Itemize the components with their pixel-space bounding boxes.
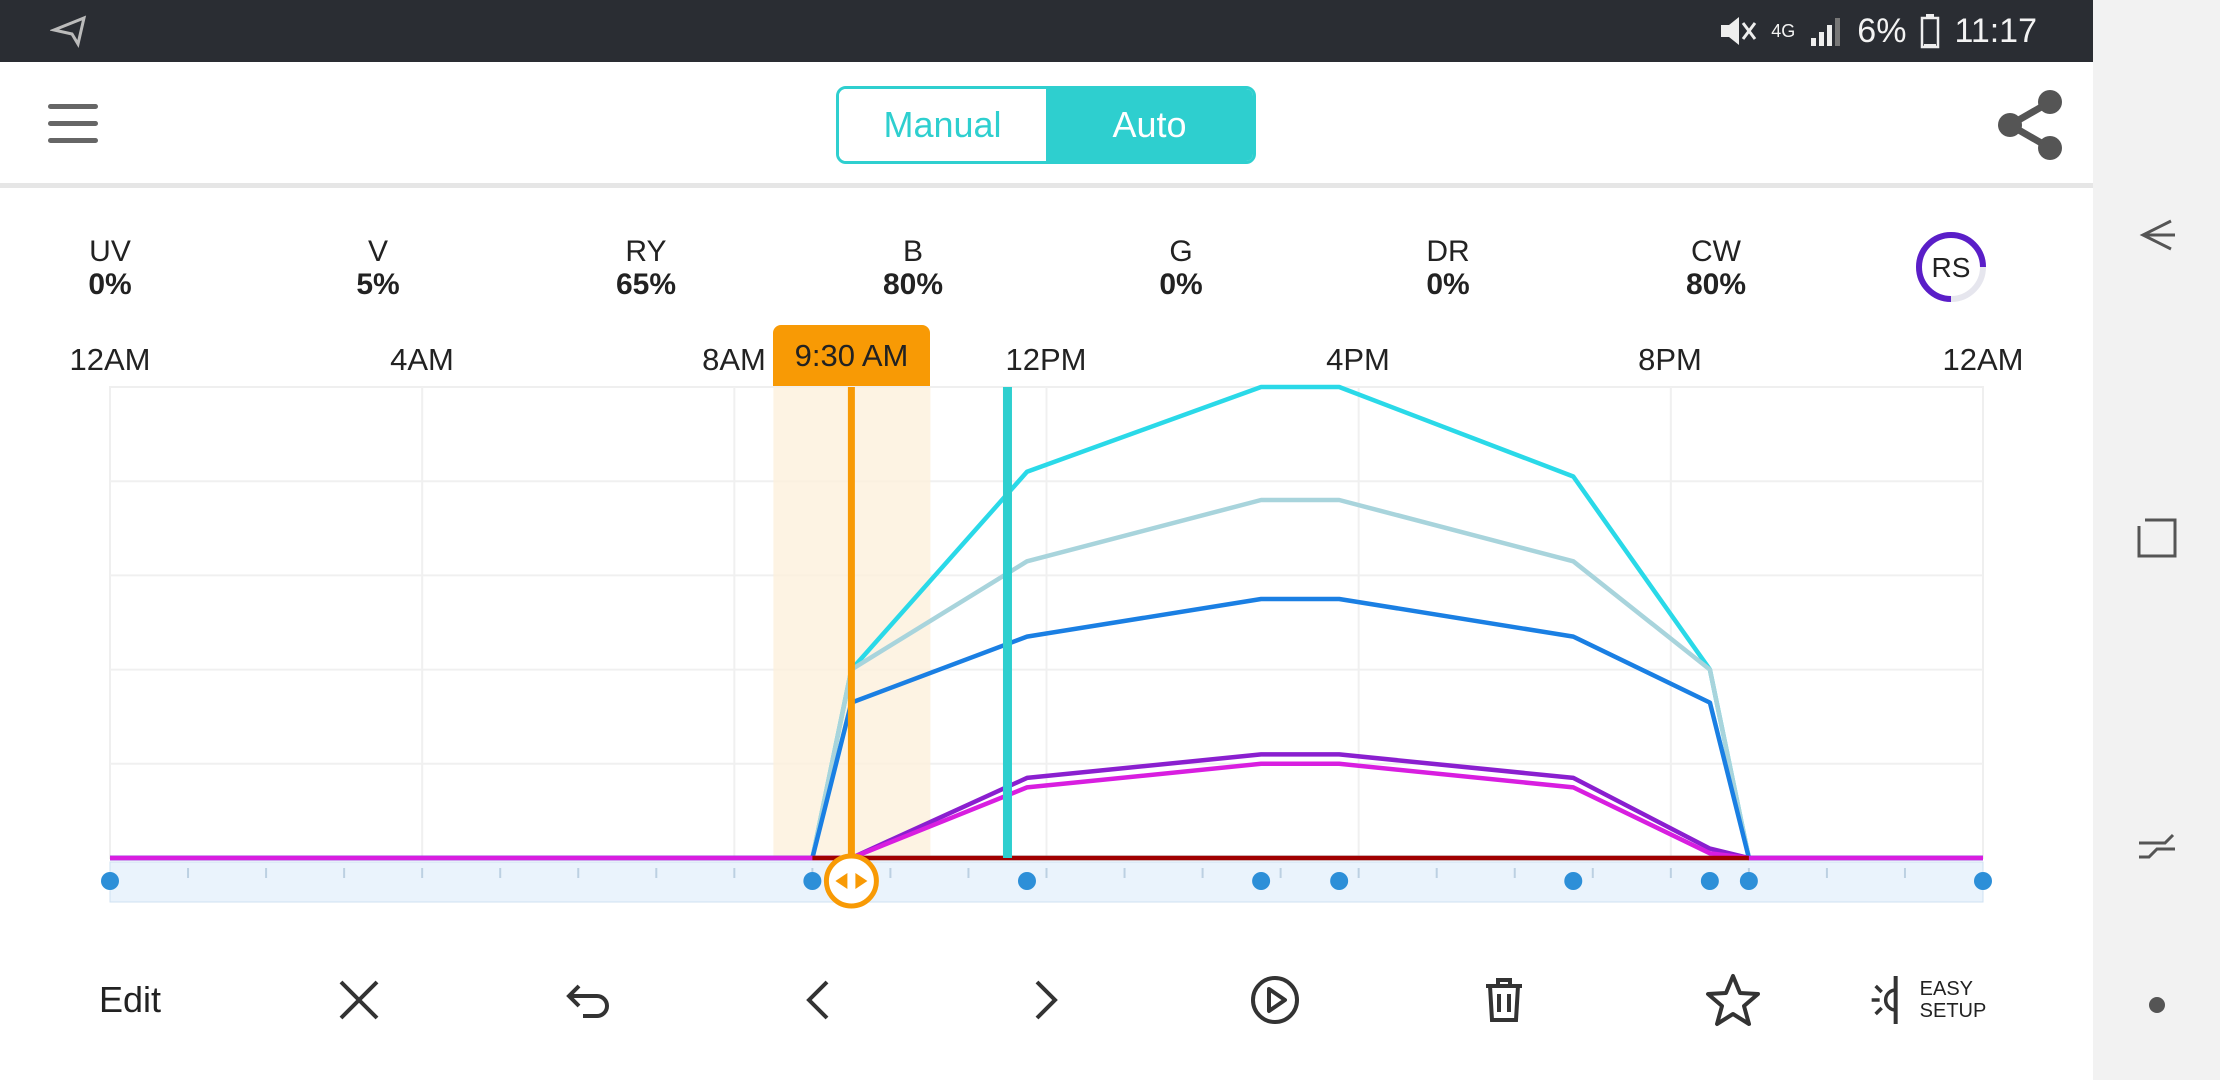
trash-icon bbox=[1486, 978, 1522, 1022]
series-layer bbox=[110, 384, 1983, 861]
lighting-schedule-chart bbox=[101, 384, 1992, 909]
network-type: 4G bbox=[1771, 21, 1796, 41]
battery-percent: 6% bbox=[1857, 11, 1907, 50]
channel-g[interactable]: G 0% bbox=[1111, 236, 1251, 302]
close-icon bbox=[339, 980, 379, 1020]
signal-icon bbox=[1811, 18, 1841, 46]
status-bar: 4G 6% 11:17 bbox=[0, 0, 2093, 62]
keyframe-dot[interactable] bbox=[1700, 872, 1719, 890]
time-label-12pm: 12PM bbox=[1005, 342, 1087, 377]
channel-name: CW bbox=[1691, 235, 1741, 268]
home-lines-icon bbox=[2138, 833, 2175, 859]
channel-value: 65% bbox=[615, 268, 677, 301]
manual-mode-button[interactable]: Manual bbox=[839, 89, 1046, 161]
keyframe-dot[interactable] bbox=[101, 872, 119, 890]
system-recents-button[interactable] bbox=[2093, 488, 2220, 588]
channel-name: UV bbox=[89, 235, 131, 268]
channel-dr[interactable]: DR 0% bbox=[1378, 236, 1518, 302]
channel-value: 80% bbox=[1685, 268, 1747, 301]
back-arrow-icon bbox=[2139, 219, 2175, 251]
system-assist-button[interactable] bbox=[2093, 955, 2220, 1055]
favorite-button[interactable] bbox=[1705, 950, 1761, 1050]
clock: 11:17 bbox=[1954, 11, 2037, 50]
edit-label: Edit bbox=[98, 979, 162, 1020]
keyframe-dot[interactable] bbox=[1739, 872, 1758, 890]
chevron-right-icon bbox=[1035, 980, 1058, 1020]
channel-name: RY bbox=[625, 235, 667, 268]
easy-setup-line1: EASY bbox=[1919, 978, 1974, 1000]
time-label-8pm: 8PM bbox=[1638, 342, 1702, 377]
edit-button[interactable]: Edit bbox=[99, 950, 161, 1050]
mode-toggle: Manual Auto bbox=[836, 86, 1256, 164]
channel-value: 5% bbox=[356, 268, 400, 301]
channel-name: V bbox=[367, 235, 388, 268]
left-right-arrows-icon bbox=[835, 873, 868, 889]
easy-setup: EASY SETUP bbox=[1870, 974, 1987, 1026]
easy-setup-label: EASY SETUP bbox=[1920, 978, 1987, 1022]
time-label-12am-end: 12AM bbox=[1942, 342, 2024, 377]
easy-setup-line2: SETUP bbox=[1919, 1000, 1987, 1022]
star-icon bbox=[1706, 974, 1760, 1026]
chevron-left-icon bbox=[806, 980, 829, 1020]
keyframe-dot[interactable] bbox=[1017, 872, 1036, 890]
system-back-button[interactable] bbox=[2093, 185, 2220, 285]
channel-b[interactable]: B 80% bbox=[843, 236, 983, 302]
previous-button[interactable] bbox=[803, 950, 833, 1050]
channel-cw[interactable]: CW 80% bbox=[1646, 236, 1786, 302]
navigation-arrow-icon bbox=[50, 15, 87, 48]
keyframe-dot[interactable] bbox=[1564, 872, 1583, 890]
app-bar: Manual Auto bbox=[0, 62, 2093, 188]
rs-button[interactable]: RS bbox=[1914, 230, 1988, 304]
channel-v[interactable]: V 5% bbox=[308, 236, 448, 302]
mute-icon bbox=[1721, 17, 1757, 45]
channel-ry[interactable]: RY 65% bbox=[576, 236, 716, 302]
play-button[interactable] bbox=[1249, 950, 1301, 1050]
dot-icon bbox=[2148, 997, 2165, 1013]
channel-value: 80% bbox=[882, 268, 944, 301]
rs-label: RS bbox=[1932, 252, 1971, 283]
system-home-button[interactable] bbox=[2093, 795, 2220, 895]
undo-button[interactable] bbox=[565, 950, 613, 1050]
easy-setup-icon bbox=[1871, 976, 1898, 1024]
channel-value: 0% bbox=[1426, 268, 1470, 301]
delete-button[interactable] bbox=[1484, 950, 1524, 1050]
keyframe-dot[interactable] bbox=[1974, 872, 1992, 890]
keyframe-layer bbox=[101, 872, 1992, 890]
close-button[interactable] bbox=[337, 950, 381, 1050]
channel-uv[interactable]: UV 0% bbox=[40, 236, 180, 302]
time-label-12am: 12AM bbox=[69, 342, 151, 377]
cursor-time-label[interactable]: 9:30 AM bbox=[773, 325, 930, 387]
system-nav-bar bbox=[2093, 0, 2220, 1080]
status-right: 4G 6% 11:17 bbox=[1717, 0, 2037, 62]
share-icon[interactable] bbox=[1994, 88, 2066, 162]
series-line-2 bbox=[110, 497, 1983, 861]
next-button[interactable] bbox=[1031, 950, 1061, 1050]
time-label-4pm: 4PM bbox=[1326, 342, 1390, 377]
easy-setup-button[interactable]: EASY SETUP bbox=[1870, 950, 1987, 1050]
auto-mode-button[interactable]: Auto bbox=[1046, 89, 1253, 161]
channel-value: 0% bbox=[1159, 268, 1203, 301]
battery-icon bbox=[1921, 14, 1940, 49]
channel-name: B bbox=[902, 235, 923, 268]
cursor-drag-handle[interactable] bbox=[823, 853, 879, 909]
menu-icon[interactable] bbox=[48, 104, 98, 144]
time-label-8am: 8AM bbox=[702, 342, 766, 377]
time-label-4am: 4AM bbox=[390, 342, 454, 377]
keyframe-dot[interactable] bbox=[803, 872, 822, 890]
keyframe-dot[interactable] bbox=[1330, 872, 1349, 890]
recents-icon bbox=[2137, 518, 2176, 558]
channel-name: G bbox=[1169, 235, 1193, 268]
undo-icon bbox=[566, 984, 609, 1018]
keyframe-dot[interactable] bbox=[1252, 872, 1271, 890]
channel-name: DR bbox=[1426, 235, 1470, 268]
channel-value: 0% bbox=[88, 268, 132, 301]
play-icon bbox=[1251, 976, 1299, 1024]
series-line-3 bbox=[110, 596, 1983, 861]
bottom-toolbar: Edit bbox=[0, 950, 2093, 1050]
